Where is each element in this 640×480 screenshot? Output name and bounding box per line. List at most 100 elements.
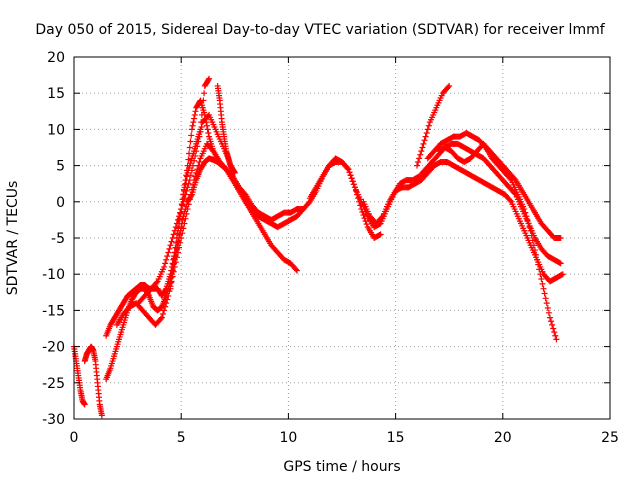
data-point bbox=[241, 190, 248, 197]
data-point bbox=[414, 162, 421, 169]
data-point bbox=[196, 158, 203, 165]
y-tick-label: 15 bbox=[47, 86, 65, 102]
data-point bbox=[533, 251, 540, 258]
y-tick-label: -30 bbox=[42, 412, 65, 428]
data-point bbox=[181, 220, 188, 227]
data-point bbox=[175, 225, 182, 232]
data-point bbox=[190, 119, 197, 126]
data-point bbox=[171, 249, 178, 256]
data-point bbox=[549, 321, 556, 328]
data-point bbox=[536, 266, 543, 273]
data-point bbox=[171, 255, 178, 262]
y-tick-label: 0 bbox=[56, 195, 65, 211]
data-point bbox=[189, 181, 196, 188]
data-point bbox=[182, 215, 189, 222]
data-point bbox=[360, 212, 367, 219]
data-point bbox=[527, 227, 534, 234]
data-point bbox=[540, 285, 547, 292]
data-point bbox=[170, 261, 177, 268]
data-point bbox=[548, 318, 555, 325]
data-point bbox=[178, 206, 185, 213]
data-point bbox=[231, 169, 238, 176]
series-arc-13 bbox=[435, 140, 564, 241]
data-point bbox=[538, 276, 545, 283]
data-point bbox=[186, 196, 193, 203]
series-arc-11 bbox=[414, 82, 453, 169]
data-point bbox=[344, 165, 351, 172]
data-point bbox=[507, 197, 514, 204]
data-point bbox=[209, 146, 216, 153]
data-point bbox=[161, 307, 168, 314]
data-point bbox=[198, 111, 205, 118]
y-axis-label: SDTVAR / TECUs bbox=[5, 181, 21, 296]
data-point bbox=[174, 230, 181, 237]
data-point bbox=[349, 178, 356, 185]
data-point bbox=[183, 210, 190, 217]
data-point bbox=[189, 122, 196, 129]
data-point bbox=[176, 215, 183, 222]
y-tick-label: 10 bbox=[47, 122, 65, 138]
series-arc-9 bbox=[306, 140, 564, 267]
data-point bbox=[559, 271, 566, 278]
data-point bbox=[185, 156, 192, 163]
data-point bbox=[181, 187, 188, 194]
data-point bbox=[347, 172, 354, 179]
y-tick-label: 20 bbox=[47, 50, 65, 66]
series-arc-8 bbox=[214, 82, 238, 176]
data-point bbox=[557, 260, 564, 267]
data-point bbox=[173, 239, 180, 246]
y-tick-label: -15 bbox=[42, 303, 65, 319]
data-point bbox=[185, 201, 192, 208]
data-point bbox=[292, 266, 299, 273]
data-point bbox=[420, 140, 427, 147]
data-point bbox=[511, 175, 518, 182]
data-point bbox=[197, 126, 204, 133]
x-axis-label: GPS time / hours bbox=[283, 459, 400, 475]
data-point bbox=[528, 232, 535, 239]
data-point bbox=[182, 180, 189, 187]
data-point bbox=[419, 144, 426, 151]
data-point bbox=[162, 303, 169, 310]
data-point bbox=[167, 242, 174, 249]
data-point bbox=[446, 82, 453, 89]
data-point bbox=[172, 244, 179, 251]
axis-ticks: 0 5 10 15 20 25 -30 -25 -20 -15 -10 -5 0 5 10 15 20 bbox=[42, 50, 619, 446]
data-point bbox=[204, 126, 211, 133]
data-point bbox=[188, 132, 195, 139]
data-point bbox=[363, 221, 370, 228]
data-point bbox=[557, 235, 564, 241]
data-point bbox=[542, 295, 549, 302]
data-point bbox=[178, 201, 185, 208]
data-point bbox=[362, 218, 369, 225]
data-point bbox=[556, 259, 563, 266]
data-point bbox=[531, 247, 538, 254]
data-point bbox=[168, 238, 175, 245]
data-point bbox=[529, 237, 536, 244]
data-point bbox=[165, 249, 172, 256]
data-point bbox=[199, 104, 206, 111]
data-point bbox=[423, 130, 430, 137]
data-point bbox=[165, 292, 172, 299]
y-tick-label: -10 bbox=[42, 267, 65, 283]
y-tick-label: -20 bbox=[42, 340, 65, 356]
x-tick-label: 0 bbox=[70, 430, 79, 446]
data-point bbox=[191, 111, 198, 118]
data-point bbox=[188, 126, 195, 133]
data-point bbox=[153, 279, 160, 286]
series-arc-7 bbox=[167, 75, 213, 292]
data-point bbox=[192, 173, 199, 180]
data-point bbox=[163, 300, 170, 307]
data-point bbox=[228, 172, 235, 179]
data-point bbox=[164, 253, 171, 260]
data-point bbox=[552, 332, 559, 339]
data-point bbox=[539, 280, 546, 287]
data-point bbox=[164, 296, 171, 303]
y-tick-label: 5 bbox=[56, 159, 65, 175]
data-point bbox=[187, 172, 194, 179]
data-point bbox=[425, 122, 432, 129]
data-point bbox=[157, 315, 164, 322]
data-point bbox=[424, 126, 431, 133]
data-point bbox=[416, 155, 423, 162]
data-point bbox=[376, 231, 383, 238]
